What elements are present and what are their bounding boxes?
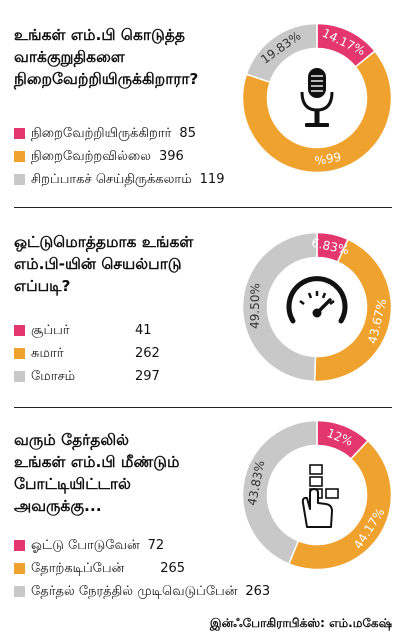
title-line: உங்கள் எம்.பி கொடுத்த (14, 26, 186, 44)
legend-value: 72 (147, 538, 165, 553)
legend-value: 262 (135, 346, 160, 361)
title-line: வரும் தேர்தலில் (14, 431, 130, 449)
slice-orange (287, 439, 392, 571)
section-divider (14, 207, 392, 208)
legend-swatch (14, 371, 25, 382)
section-divider (14, 407, 392, 408)
infographic-credit: இன்ஃபோகிராபிக்ஸ்: எம்.மகேஷ் (209, 616, 392, 630)
title-line: நிறைவேற்றியிருக்கிறாரா? (14, 70, 199, 88)
slice-gray (245, 22, 318, 84)
section-1-title: உங்கள் எம்.பி கொடுத்த வாக்குறுதிகளை நிறை… (14, 24, 234, 90)
microphone-icon (300, 68, 334, 127)
legend-swatch (14, 151, 25, 162)
legend-item: சிறப்பாகச் செய்திருக்கலாம் 119 (14, 170, 224, 189)
title-line: அவருக்கு... (14, 497, 102, 515)
legend-label: சிறப்பாகச் செய்திருக்கலாம் (31, 171, 192, 187)
legend-item: மோசம் 297 (14, 367, 160, 386)
slice-orange (313, 238, 392, 383)
legend-label: ஓட்டு போடுவேன் (31, 537, 140, 553)
legend-label: சுமார் (31, 345, 64, 361)
section-2-title: ஒட்டுமொத்தமாக உங்கள் எம்.பி-யின் செயல்பா… (14, 231, 234, 297)
legend-label: சூப்பர் (31, 322, 70, 338)
legend-label: மோசம் (31, 368, 76, 384)
legend-label: நிறைவேற்றியிருக்கிறார் (31, 125, 172, 141)
section-3-legend: ஓட்டு போடுவேன் 72 தோற்கடிப்பேன் 265 தேர்… (14, 536, 270, 605)
section-3-title: வரும் தேர்தலில் உங்கள் எம்.பி மீண்டும் ப… (14, 429, 234, 517)
legend-item: சூப்பர் 41 (14, 321, 160, 340)
legend-label: நிறைவேற்றவில்லை (31, 148, 151, 164)
legend-value: 85 (179, 126, 196, 141)
donut-chart-3: 12%44.17%43.83% (242, 419, 392, 571)
title-line: வாக்குறுதிகளை (14, 48, 125, 66)
legend-item: சுமார் 262 (14, 344, 160, 363)
legend-label: தோற்கடிப்பேன் (31, 560, 125, 576)
legend-swatch (14, 325, 25, 336)
legend-item: நிறைவேற்றியிருக்கிறார் 85 (14, 124, 224, 143)
legend-value: 119 (199, 172, 225, 187)
legend-item: நிறைவேற்றவில்லை 396 (14, 147, 224, 166)
section-reelection: வரும் தேர்தலில் உங்கள் எம்.பி மீண்டும் ப… (0, 409, 400, 602)
legend-item: ஓட்டு போடுவேன் 72 (14, 536, 270, 555)
title-line: எம்.பி-யின் செயல்பாடு (14, 255, 182, 273)
slice-orange (242, 50, 392, 174)
slice-gray (242, 419, 318, 565)
section-2-legend: சூப்பர் 41 சுமார் 262 மோசம் 297 (14, 321, 160, 390)
slice-data-label: 49.50% (248, 283, 263, 329)
legend-value: 297 (135, 369, 160, 384)
section-1-legend: நிறைவேற்றியிருக்கிறார் 85 நிறைவேற்றவில்ல… (14, 124, 224, 193)
legend-swatch (14, 540, 25, 551)
title-line: ஒட்டுமொத்தமாக உங்கள் (14, 233, 194, 251)
legend-item: தேர்தல் நேரத்தில் முடிவெடுப்பேன் 263 (14, 582, 270, 601)
hand-pointing-checklist-icon (301, 464, 339, 528)
title-line: உங்கள் எம்.பி மீண்டும் (14, 453, 180, 471)
speedometer-icon (286, 276, 348, 324)
legend-swatch (14, 586, 25, 597)
legend-value: 396 (158, 149, 184, 164)
legend-value: 41 (135, 323, 152, 338)
legend-value: 263 (245, 584, 271, 599)
section-promises: உங்கள் எம்.பி கொடுத்த வாக்குறுதிகளை நிறை… (0, 0, 400, 205)
legend-item: தோற்கடிப்பேன் 265 (14, 559, 270, 578)
section-performance: ஒட்டுமொத்தமாக உங்கள் எம்.பி-யின் செயல்பா… (0, 207, 400, 407)
title-line: எப்படி? (14, 277, 71, 295)
title-line: போட்டியிட்டால் (14, 475, 131, 493)
slice-gray (242, 231, 318, 383)
slice-data-label: %99 (314, 150, 343, 169)
legend-swatch (14, 563, 25, 574)
legend-value: 265 (160, 561, 186, 576)
legend-swatch (14, 128, 25, 139)
legend-swatch (14, 174, 25, 185)
donut-chart-2: 6.83%43.67%49.50% (242, 231, 392, 383)
legend-label: தேர்தல் நேரத்தில் முடிவெடுப்பேன் (31, 583, 238, 599)
legend-swatch (14, 348, 25, 359)
